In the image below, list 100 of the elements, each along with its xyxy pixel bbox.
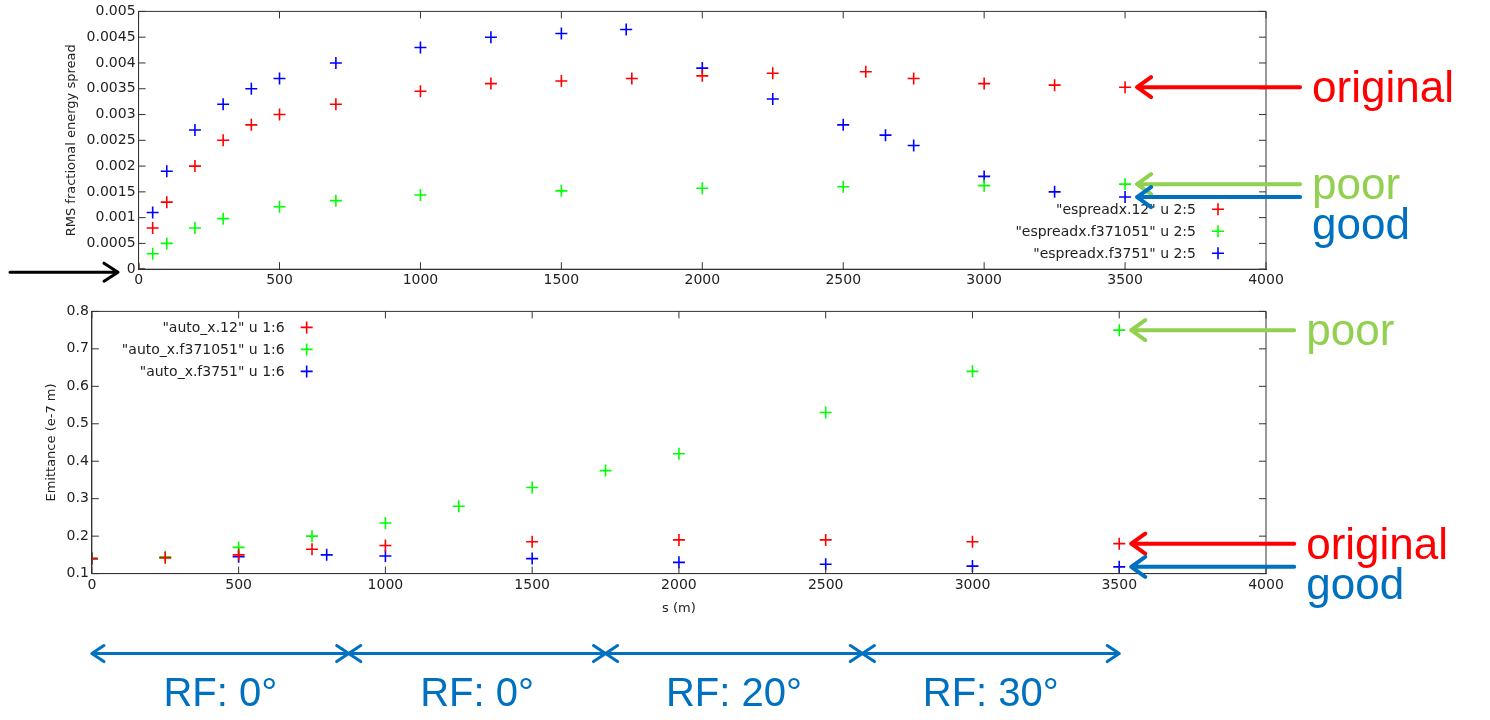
point xyxy=(977,178,991,193)
point xyxy=(451,499,466,513)
point xyxy=(378,549,393,563)
text: RF: 0° xyxy=(420,669,535,714)
point xyxy=(965,534,980,549)
y-tick-label: 0.0025 xyxy=(86,130,136,147)
point xyxy=(159,164,174,179)
y-tick-label: 0.6 xyxy=(66,376,89,393)
point xyxy=(329,193,343,208)
point xyxy=(906,71,921,86)
point xyxy=(305,529,319,543)
point xyxy=(765,92,780,106)
y-tick-label: 0.001 xyxy=(95,208,136,225)
point xyxy=(145,246,160,261)
point xyxy=(413,188,428,202)
point xyxy=(1118,177,1132,191)
x-tick-label: 3000 xyxy=(966,271,1002,288)
point xyxy=(818,405,833,420)
text: poor xyxy=(1306,305,1395,355)
point xyxy=(1112,323,1127,337)
text: RF: 0° xyxy=(163,669,278,714)
text: RF: 30° xyxy=(922,669,1059,714)
x-tick-label: 500 xyxy=(225,575,252,592)
y-tick-label: 0.0005 xyxy=(86,234,136,251)
point xyxy=(216,211,230,226)
point xyxy=(188,123,202,137)
point xyxy=(818,533,833,547)
point xyxy=(272,200,287,214)
point xyxy=(625,71,639,86)
legend-label: "auto_x.f371051" u 1:6 xyxy=(121,341,285,358)
point xyxy=(695,181,710,196)
x-axis-title: s (m) xyxy=(662,599,696,615)
y-tick-label: 0.002 xyxy=(95,156,136,173)
x-tick-label: 3500 xyxy=(1107,271,1143,288)
text: RF: 20° xyxy=(665,669,802,714)
point xyxy=(836,118,851,132)
x-tick-label: 3000 xyxy=(954,575,991,592)
point xyxy=(965,364,980,379)
point xyxy=(413,84,428,99)
point xyxy=(525,480,539,495)
x-tick-label: 1500 xyxy=(514,575,550,592)
point xyxy=(619,22,633,37)
y-axis-title: RMS fractional energy spread xyxy=(63,44,79,237)
y-tick-label: 0.0045 xyxy=(86,27,136,44)
y-tick-label: 0.5 xyxy=(66,414,89,431)
point xyxy=(413,40,428,55)
point xyxy=(672,533,686,547)
point xyxy=(159,195,174,209)
y-tick-label: 0.7 xyxy=(66,339,89,356)
legend-label: "espreadx.12" u 2:5 xyxy=(1055,201,1196,218)
x-tick-label: 1000 xyxy=(402,271,439,288)
point xyxy=(216,133,230,148)
legend-label: "auto_x.f3751" u 1:6 xyxy=(139,363,285,380)
point xyxy=(525,534,539,549)
text: poor xyxy=(1312,159,1401,209)
point xyxy=(1118,190,1132,204)
x-tick-label: 1000 xyxy=(367,575,404,592)
point xyxy=(554,74,569,88)
y-tick-label: 0.8 xyxy=(66,302,89,319)
point xyxy=(977,76,991,91)
x-tick-label: 1500 xyxy=(543,271,580,288)
point xyxy=(188,221,202,235)
point xyxy=(244,118,259,132)
text: original xyxy=(1312,62,1454,112)
x-tick-label: 3500 xyxy=(1101,575,1138,592)
y-axis-title: Emittance (e-7 m) xyxy=(43,383,59,502)
y-tick-label: 0.003 xyxy=(95,105,136,122)
point xyxy=(329,56,343,70)
x-tick-label: 2500 xyxy=(807,575,844,592)
point xyxy=(1112,560,1127,574)
point xyxy=(244,81,259,96)
legend-label: "espreadx.f3751" u 2:5 xyxy=(1033,245,1196,262)
y-tick-label: 0.0035 xyxy=(86,79,136,96)
point xyxy=(1047,78,1062,92)
point xyxy=(836,179,851,194)
point xyxy=(188,159,202,173)
y-tick-label: 0.005 xyxy=(95,2,136,19)
point xyxy=(1118,80,1132,94)
x-tick-label: 2000 xyxy=(684,271,721,288)
point xyxy=(554,26,569,41)
y-tick-label: 0.3 xyxy=(66,489,89,506)
y-tick-label: 0 xyxy=(126,259,136,276)
x-tick-label: 4000 xyxy=(1248,271,1284,288)
point xyxy=(216,97,230,112)
x-tick-label: 500 xyxy=(266,271,293,288)
point xyxy=(378,538,393,553)
point xyxy=(484,30,498,44)
point xyxy=(378,516,393,530)
x-tick-label: 4000 xyxy=(1248,575,1284,592)
point xyxy=(145,221,160,235)
point xyxy=(484,76,498,91)
point xyxy=(672,446,686,461)
point xyxy=(858,64,873,79)
y-tick-label: 0.2 xyxy=(66,526,89,543)
y-tick-label: 0.0015 xyxy=(86,182,136,199)
y-tick-label: 0.1 xyxy=(66,564,89,581)
point xyxy=(906,138,921,153)
point xyxy=(765,66,780,81)
point xyxy=(329,97,343,112)
y-tick-label: 0.4 xyxy=(66,451,89,468)
